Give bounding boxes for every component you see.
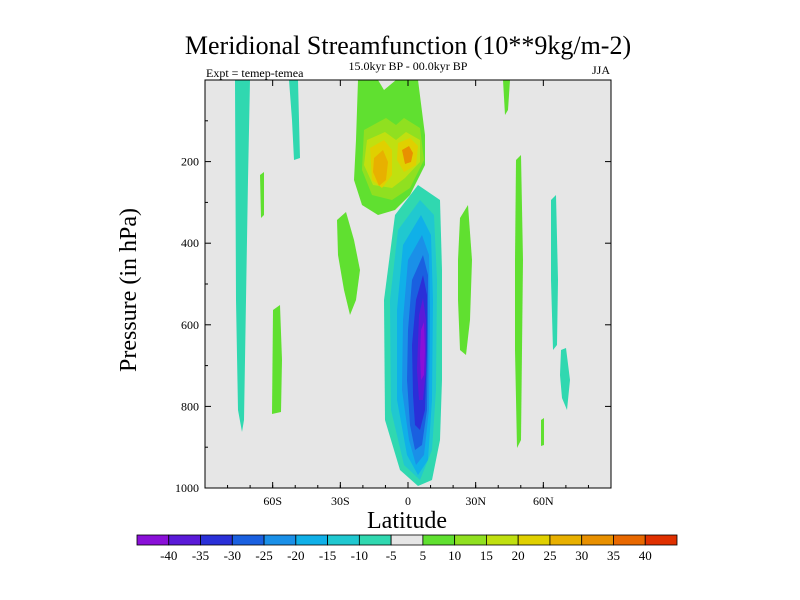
colorbar-swatch-6 [327, 534, 360, 546]
y-tick-label-4: 1000 [175, 481, 199, 495]
colorbar-label-8: 5 [420, 548, 427, 563]
colorbar-swatch-15 [613, 534, 646, 546]
colorbar-swatch-13 [549, 534, 583, 546]
colorbar-label-7: -5 [386, 548, 397, 563]
colorbar-labels: -40 -35 -30 -25 -20 -15 -10 -5 5 10 15 20 25 30 35 40 [160, 548, 652, 563]
colorbar-label-0: -40 [160, 548, 177, 563]
y-axis-ticks: 200 400 600 800 1000 [175, 120, 611, 495]
colorbar-label-12: 25 [543, 548, 556, 563]
x-tick-label-3: 30N [465, 494, 486, 508]
contour-green-band-north [458, 205, 472, 355]
y-axis-label: Pressure (in hPa) [116, 208, 142, 372]
colorbar-swatch-9 [422, 534, 456, 546]
colorbar-label-15: 40 [639, 548, 652, 563]
colorbar-label-6: -10 [351, 548, 368, 563]
contour-positive-35b [402, 146, 413, 164]
contour-negative-40 [420, 322, 425, 380]
contour-positive-35 [373, 150, 388, 186]
colorbar-label-13: 30 [575, 548, 588, 563]
chart-subtitle-right: JJA [592, 63, 610, 77]
colorbar-swatch-14 [581, 534, 614, 546]
contour-cyan-strip-2 [289, 80, 300, 160]
contour-green-strip-n1 [503, 80, 510, 115]
chart-subtitle-center: 15.0kyr BP - 00.0kyr BP [349, 59, 468, 73]
colorbar-swatch-0 [136, 534, 170, 546]
colorbar-swatch-10 [454, 534, 487, 546]
chart-subtitle-left: Expt = temep-temea [206, 66, 304, 80]
x-axis-label: Latitude [367, 508, 447, 534]
colorbar-swatch-12 [517, 534, 551, 546]
colorbar [136, 534, 678, 546]
contour-green-sliver-1 [260, 172, 264, 218]
colorbar-swatch-8 [390, 534, 424, 546]
y-tick-label-3: 800 [181, 399, 199, 413]
contour-cyan-strip-1 [235, 80, 250, 432]
colorbar-swatch-2 [200, 534, 233, 546]
contour-green-strip-n2 [515, 155, 523, 448]
colorbar-swatch-7 [358, 534, 392, 546]
contour-cyan-strip-n2 [560, 348, 570, 410]
x-tick-label-2: 0 [405, 494, 411, 508]
y-tick-label-0: 200 [181, 155, 199, 169]
colorbar-label-3: -25 [255, 548, 272, 563]
colorbar-label-9: 10 [448, 548, 461, 563]
contour-green-sliver-n3 [541, 418, 544, 446]
colorbar-label-4: -20 [287, 548, 304, 563]
colorbar-label-14: 35 [607, 548, 620, 563]
chart-title: Meridional Streamfunction (10**9kg/m-2) [185, 31, 631, 60]
contour-green-band-south [337, 212, 360, 315]
y-tick-label-2: 600 [181, 318, 199, 332]
colorbar-swatch-16 [644, 534, 678, 546]
x-tick-label-4: 60N [533, 494, 554, 508]
x-tick-label-1: 30S [331, 494, 350, 508]
colorbar-label-1: -35 [192, 548, 209, 563]
colorbar-swatch-3 [231, 534, 265, 546]
colorbar-swatch-4 [263, 534, 297, 546]
x-axis-ticks: 60S 30S 0 30N 60N [227, 80, 589, 508]
colorbar-label-2: -30 [224, 548, 241, 563]
colorbar-label-11: 20 [512, 548, 525, 563]
colorbar-swatch-5 [295, 534, 328, 546]
colorbar-swatch-1 [168, 534, 201, 546]
x-tick-label-0: 60S [263, 494, 282, 508]
colorbar-label-5: -15 [319, 548, 336, 563]
colorbar-label-10: 15 [480, 548, 493, 563]
contour-cyan-strip-n1 [551, 195, 558, 350]
contour-green-sliver-2 [272, 305, 282, 414]
y-tick-label-1: 400 [181, 236, 199, 250]
colorbar-swatch-11 [486, 534, 519, 546]
